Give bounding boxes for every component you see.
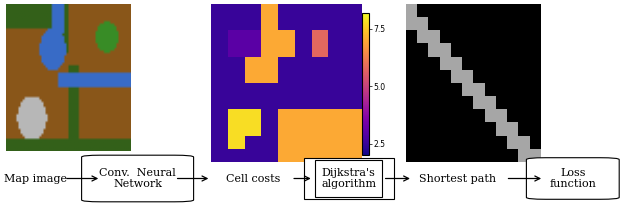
Text: Loss
function: Loss function [549,168,596,189]
Bar [316,160,383,197]
Text: Cell costs: Cell costs [226,173,280,184]
Text: Shortest path: Shortest path [419,173,496,184]
Text: Map image: Map image [4,173,67,184]
Bar [304,158,394,199]
Text: Conv.  Neural
Network: Conv. Neural Network [99,168,176,189]
FancyBboxPatch shape [82,155,193,202]
FancyBboxPatch shape [526,158,620,199]
Text: Dijkstra's
algorithm: Dijkstra's algorithm [321,168,376,189]
